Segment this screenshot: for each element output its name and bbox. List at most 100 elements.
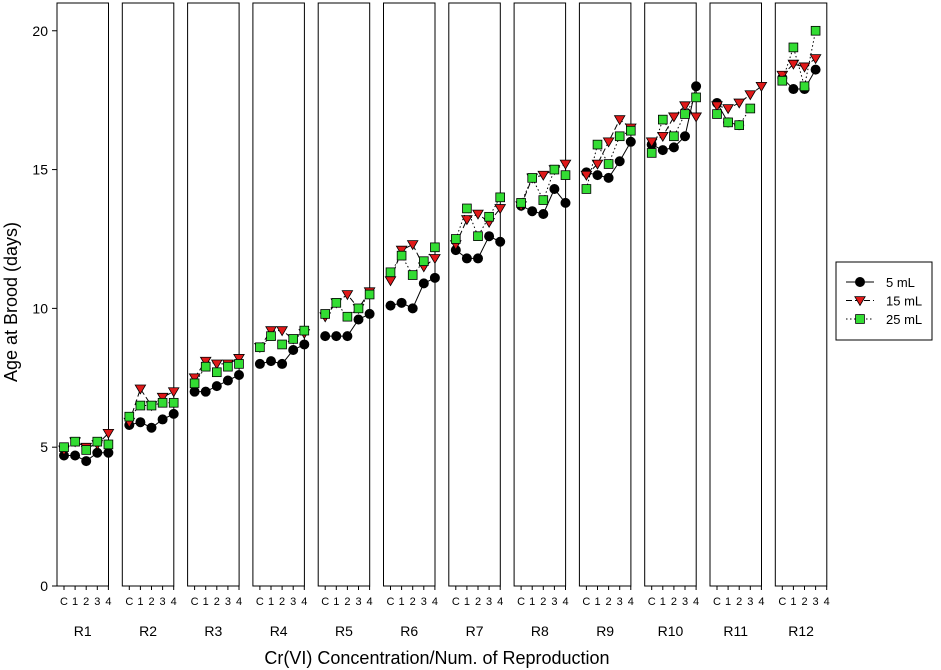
- data-point: [734, 120, 744, 130]
- data-point: [560, 170, 571, 180]
- panel-r3: C 1 2 3 4 R3: [187, 2, 245, 639]
- data-point: [81, 456, 92, 467]
- data-point: [156, 392, 169, 403]
- data-point: [299, 339, 310, 350]
- series-5ml: [254, 339, 310, 369]
- panel-label: R12: [788, 623, 814, 639]
- data-point: [669, 131, 679, 142]
- data-point: [364, 308, 375, 319]
- series-25ml: [59, 436, 114, 455]
- legend-label: 5 mL: [886, 275, 915, 290]
- x-tick-label: C: [256, 596, 264, 608]
- data-point: [168, 397, 179, 408]
- legend-marker: [854, 296, 866, 307]
- data-point: [691, 92, 701, 103]
- data-point: [385, 300, 396, 311]
- data-point: [385, 267, 396, 278]
- panel-label: R10: [658, 623, 684, 639]
- data-point: [592, 170, 603, 181]
- x-tick-label: 3: [355, 596, 361, 608]
- x-tick-label: 4: [432, 596, 438, 608]
- data-point: [342, 331, 353, 342]
- series-25ml: [646, 92, 701, 158]
- series-5ml: [450, 231, 506, 264]
- x-tick-label: 1: [203, 596, 209, 608]
- series-25ml: [385, 242, 440, 280]
- data-point: [430, 242, 440, 253]
- data-point: [614, 156, 625, 167]
- data-point: [690, 112, 702, 123]
- data-point: [549, 164, 560, 175]
- data-point: [199, 356, 212, 367]
- data-point: [331, 331, 342, 342]
- data-point: [168, 408, 179, 419]
- panel-r9: C 1 2 3 4 R9: [578, 2, 637, 639]
- x-tick-label: 4: [105, 596, 111, 608]
- data-point: [472, 209, 484, 220]
- panel-frame: [317, 2, 371, 587]
- x-tick-label: 3: [617, 596, 623, 608]
- data-point: [495, 192, 505, 203]
- data-point: [787, 59, 800, 70]
- x-tick-label: 3: [160, 596, 166, 608]
- data-point: [658, 114, 668, 125]
- panel-label: R1: [74, 623, 92, 639]
- panel-frame: [448, 2, 501, 587]
- x-tick-label: 4: [824, 596, 830, 608]
- x-tick-label: 2: [344, 596, 350, 608]
- data-point: [733, 98, 746, 109]
- legend-item: 15 mL: [846, 294, 922, 309]
- x-tick-label: 2: [214, 596, 220, 608]
- panel-r11: C 1 2 3 4 R11: [709, 2, 768, 639]
- y-tick-label: 5: [40, 439, 48, 455]
- data-point: [331, 298, 342, 308]
- data-point: [613, 115, 626, 126]
- x-tick-label: 3: [421, 596, 427, 608]
- series-line: [390, 246, 436, 276]
- data-point: [494, 204, 507, 215]
- panel-frame: [513, 2, 567, 587]
- panel-label: R9: [596, 623, 614, 639]
- data-point: [407, 270, 418, 280]
- data-point: [614, 131, 625, 142]
- y-axis: 0 5 10 15 20: [32, 23, 57, 594]
- data-point: [189, 378, 200, 389]
- data-point: [809, 54, 822, 65]
- x-tick-label: 3: [290, 596, 296, 608]
- panel-label: R3: [204, 623, 222, 639]
- data-point: [70, 450, 81, 461]
- x-axis-label: Cr(VI) Concentration/Num. of Reproductio…: [264, 648, 609, 668]
- data-point: [277, 339, 287, 350]
- data-point: [549, 184, 560, 195]
- x-tick-label: 4: [562, 596, 568, 608]
- data-point: [744, 90, 757, 101]
- x-tick-label: 2: [410, 596, 416, 608]
- x-tick-label: C: [713, 596, 721, 608]
- series-line: [455, 197, 501, 240]
- data-point: [146, 400, 157, 411]
- panel-r6: C 1 2 3 4 R6: [383, 2, 441, 639]
- data-point: [395, 245, 408, 256]
- legend-item: 25 mL: [846, 312, 922, 327]
- series-25ml: [320, 289, 375, 322]
- data-point: [146, 422, 157, 433]
- x-tick-label: 4: [693, 596, 699, 608]
- data-point: [92, 436, 103, 447]
- legend: 5 mL 15 mL 25 mL: [835, 261, 933, 341]
- x-tick-label: C: [125, 596, 133, 608]
- y-tick-label: 0: [40, 578, 48, 594]
- x-tick-label: 4: [301, 596, 307, 608]
- x-tick-label: 3: [486, 596, 492, 608]
- panel-label: R11: [723, 623, 748, 639]
- x-tick-label: C: [452, 596, 460, 608]
- x-tick-label: 2: [540, 596, 546, 608]
- data-point: [429, 272, 440, 283]
- series-25ml: [189, 359, 244, 389]
- x-tick-label: C: [321, 596, 329, 608]
- data-point: [210, 359, 223, 370]
- data-point: [70, 436, 80, 447]
- panel-r12: C 1 2 3 4 R12: [774, 2, 830, 639]
- data-point: [711, 101, 723, 112]
- data-point: [288, 334, 298, 344]
